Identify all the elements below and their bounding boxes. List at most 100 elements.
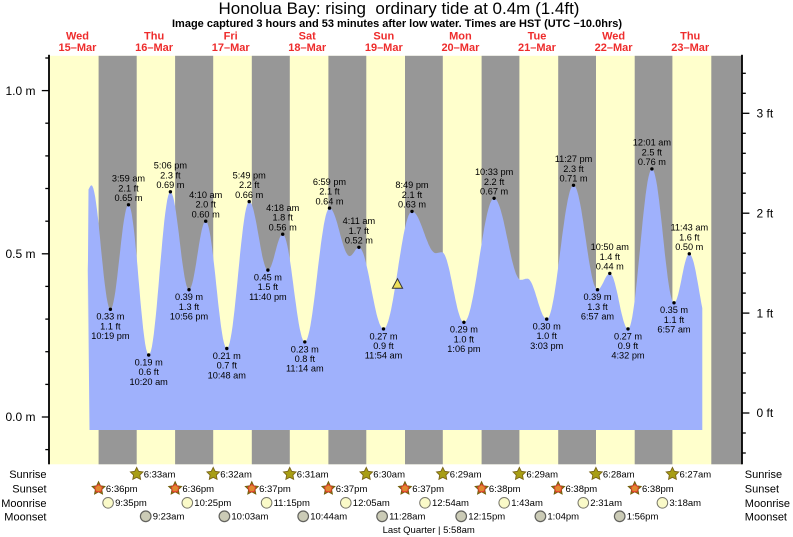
svg-text:Tue: Tue	[528, 31, 547, 43]
svg-text:20–Mar: 20–Mar	[441, 42, 480, 54]
svg-text:Moonset: Moonset	[4, 511, 46, 523]
svg-text:6:36pm: 6:36pm	[106, 484, 138, 495]
svg-text:19–Mar: 19–Mar	[365, 42, 404, 54]
svg-text:6:37pm: 6:37pm	[336, 484, 368, 495]
svg-text:0.5 m: 0.5 m	[5, 247, 35, 261]
svg-text:6:33am: 6:33am	[144, 469, 176, 480]
svg-text:1:06 pm: 1:06 pm	[447, 344, 481, 354]
svg-text:0.69 m: 0.69 m	[156, 180, 184, 190]
svg-text:0.65 m: 0.65 m	[114, 193, 142, 203]
svg-text:11:15pm: 11:15pm	[274, 498, 310, 509]
svg-text:1:43am: 1:43am	[511, 498, 543, 509]
svg-text:10:20 am: 10:20 am	[130, 377, 169, 387]
svg-text:6:38pm: 6:38pm	[566, 484, 598, 495]
svg-text:0.76 m: 0.76 m	[638, 157, 666, 167]
svg-text:12:01 am: 12:01 am	[633, 138, 672, 148]
svg-text:Moonrise: Moonrise	[1, 498, 46, 510]
svg-text:18–Mar: 18–Mar	[288, 42, 327, 54]
svg-text:0.63 m: 0.63 m	[398, 200, 426, 210]
svg-text:10:33 pm: 10:33 pm	[475, 167, 514, 177]
svg-text:0 ft: 0 ft	[757, 406, 774, 420]
svg-text:0.50 m: 0.50 m	[675, 242, 703, 252]
svg-text:Sunrise: Sunrise	[9, 469, 46, 481]
svg-text:2:31am: 2:31am	[590, 498, 622, 509]
svg-text:Mon: Mon	[449, 31, 472, 43]
svg-text:5:49 pm: 5:49 pm	[233, 170, 267, 180]
svg-text:2.1 ft: 2.1 ft	[319, 187, 340, 197]
svg-text:11:43 am: 11:43 am	[670, 223, 708, 233]
svg-text:1.5 ft: 1.5 ft	[258, 282, 279, 292]
svg-text:9:23am: 9:23am	[153, 512, 185, 523]
svg-text:3:03 pm: 3:03 pm	[530, 341, 564, 351]
svg-text:10:19 pm: 10:19 pm	[91, 331, 130, 341]
svg-text:6:29am: 6:29am	[450, 469, 482, 480]
svg-text:0.39 m: 0.39 m	[583, 292, 611, 302]
svg-text:3:18am: 3:18am	[669, 498, 701, 509]
svg-text:3 ft: 3 ft	[757, 107, 774, 121]
svg-text:0.64 m: 0.64 m	[315, 196, 343, 206]
svg-text:1:56pm: 1:56pm	[627, 512, 659, 523]
svg-text:0.27 m: 0.27 m	[369, 331, 397, 341]
svg-text:10:50 am: 10:50 am	[591, 242, 630, 252]
svg-text:0.7 ft: 0.7 ft	[217, 361, 238, 371]
svg-text:0.45 m: 0.45 m	[254, 273, 282, 283]
svg-text:1.0 ft: 1.0 ft	[454, 334, 475, 344]
svg-text:15–Mar: 15–Mar	[59, 42, 98, 54]
svg-text:Moonset: Moonset	[745, 511, 787, 523]
svg-text:11:27 pm: 11:27 pm	[555, 154, 593, 164]
svg-text:1.4 ft: 1.4 ft	[600, 252, 621, 262]
svg-text:4:11 am: 4:11 am	[343, 216, 376, 226]
svg-text:Wed: Wed	[66, 31, 89, 43]
svg-text:2.2 ft: 2.2 ft	[484, 177, 505, 187]
svg-text:10:25pm: 10:25pm	[194, 498, 231, 509]
svg-text:11:40 pm: 11:40 pm	[249, 292, 287, 302]
svg-text:Thu: Thu	[680, 31, 700, 43]
svg-text:17–Mar: 17–Mar	[212, 42, 251, 54]
svg-text:2 ft: 2 ft	[757, 206, 774, 220]
svg-text:Image captured 3 hours and 53: Image captured 3 hours and 53 minutes af…	[172, 18, 622, 30]
svg-text:2.5 ft: 2.5 ft	[642, 147, 663, 157]
svg-text:5:06 pm: 5:06 pm	[154, 161, 188, 171]
svg-text:11:54 am: 11:54 am	[365, 351, 403, 361]
svg-text:10:48 am: 10:48 am	[208, 370, 247, 380]
svg-text:0.30 m: 0.30 m	[533, 322, 561, 332]
svg-text:1.1 ft: 1.1 ft	[100, 321, 121, 331]
svg-text:1.7 ft: 1.7 ft	[349, 226, 370, 236]
svg-text:6:37pm: 6:37pm	[412, 484, 444, 495]
svg-text:2.1 ft: 2.1 ft	[118, 183, 139, 193]
svg-text:2.0 ft: 2.0 ft	[195, 200, 216, 210]
svg-text:0.6 ft: 0.6 ft	[138, 367, 159, 377]
svg-text:Sunset: Sunset	[12, 484, 46, 496]
svg-text:6:31am: 6:31am	[297, 469, 329, 480]
svg-text:1:04pm: 1:04pm	[547, 512, 579, 523]
svg-text:22–Mar: 22–Mar	[595, 42, 634, 54]
svg-text:0.52 m: 0.52 m	[345, 236, 373, 246]
svg-text:11:14 am: 11:14 am	[286, 364, 324, 374]
svg-text:0.67 m: 0.67 m	[480, 187, 508, 197]
svg-text:0.60 m: 0.60 m	[192, 209, 220, 219]
svg-text:6:28am: 6:28am	[603, 469, 635, 480]
svg-text:11:28am: 11:28am	[389, 512, 425, 523]
svg-text:1.0 ft: 1.0 ft	[536, 331, 557, 341]
svg-text:1.3 ft: 1.3 ft	[179, 302, 200, 312]
svg-text:Sat: Sat	[299, 31, 316, 43]
svg-text:Sun: Sun	[373, 31, 394, 43]
svg-text:Sunset: Sunset	[745, 484, 779, 496]
svg-text:6:57 am: 6:57 am	[581, 312, 615, 322]
svg-text:9:35pm: 9:35pm	[115, 498, 147, 509]
svg-text:0.9 ft: 0.9 ft	[373, 341, 394, 351]
svg-text:0.44 m: 0.44 m	[596, 262, 624, 272]
svg-text:2.3 ft: 2.3 ft	[160, 170, 181, 180]
svg-text:6:59 pm: 6:59 pm	[313, 177, 347, 187]
svg-text:2.1 ft: 2.1 ft	[402, 190, 423, 200]
svg-text:10:44am: 10:44am	[310, 512, 347, 523]
svg-text:6:32am: 6:32am	[220, 469, 252, 480]
svg-text:Honolua Bay: rising ordinary: Honolua Bay: rising ordinary tide at 0.4…	[219, 0, 580, 18]
svg-text:0.19 m: 0.19 m	[135, 357, 163, 367]
svg-text:16–Mar: 16–Mar	[135, 42, 174, 54]
svg-text:0.39 m: 0.39 m	[175, 292, 203, 302]
svg-text:0.66 m: 0.66 m	[235, 190, 263, 200]
svg-text:4:18 am: 4:18 am	[266, 203, 300, 213]
svg-text:0.0 m: 0.0 m	[5, 410, 35, 424]
svg-text:0.71 m: 0.71 m	[559, 174, 587, 184]
